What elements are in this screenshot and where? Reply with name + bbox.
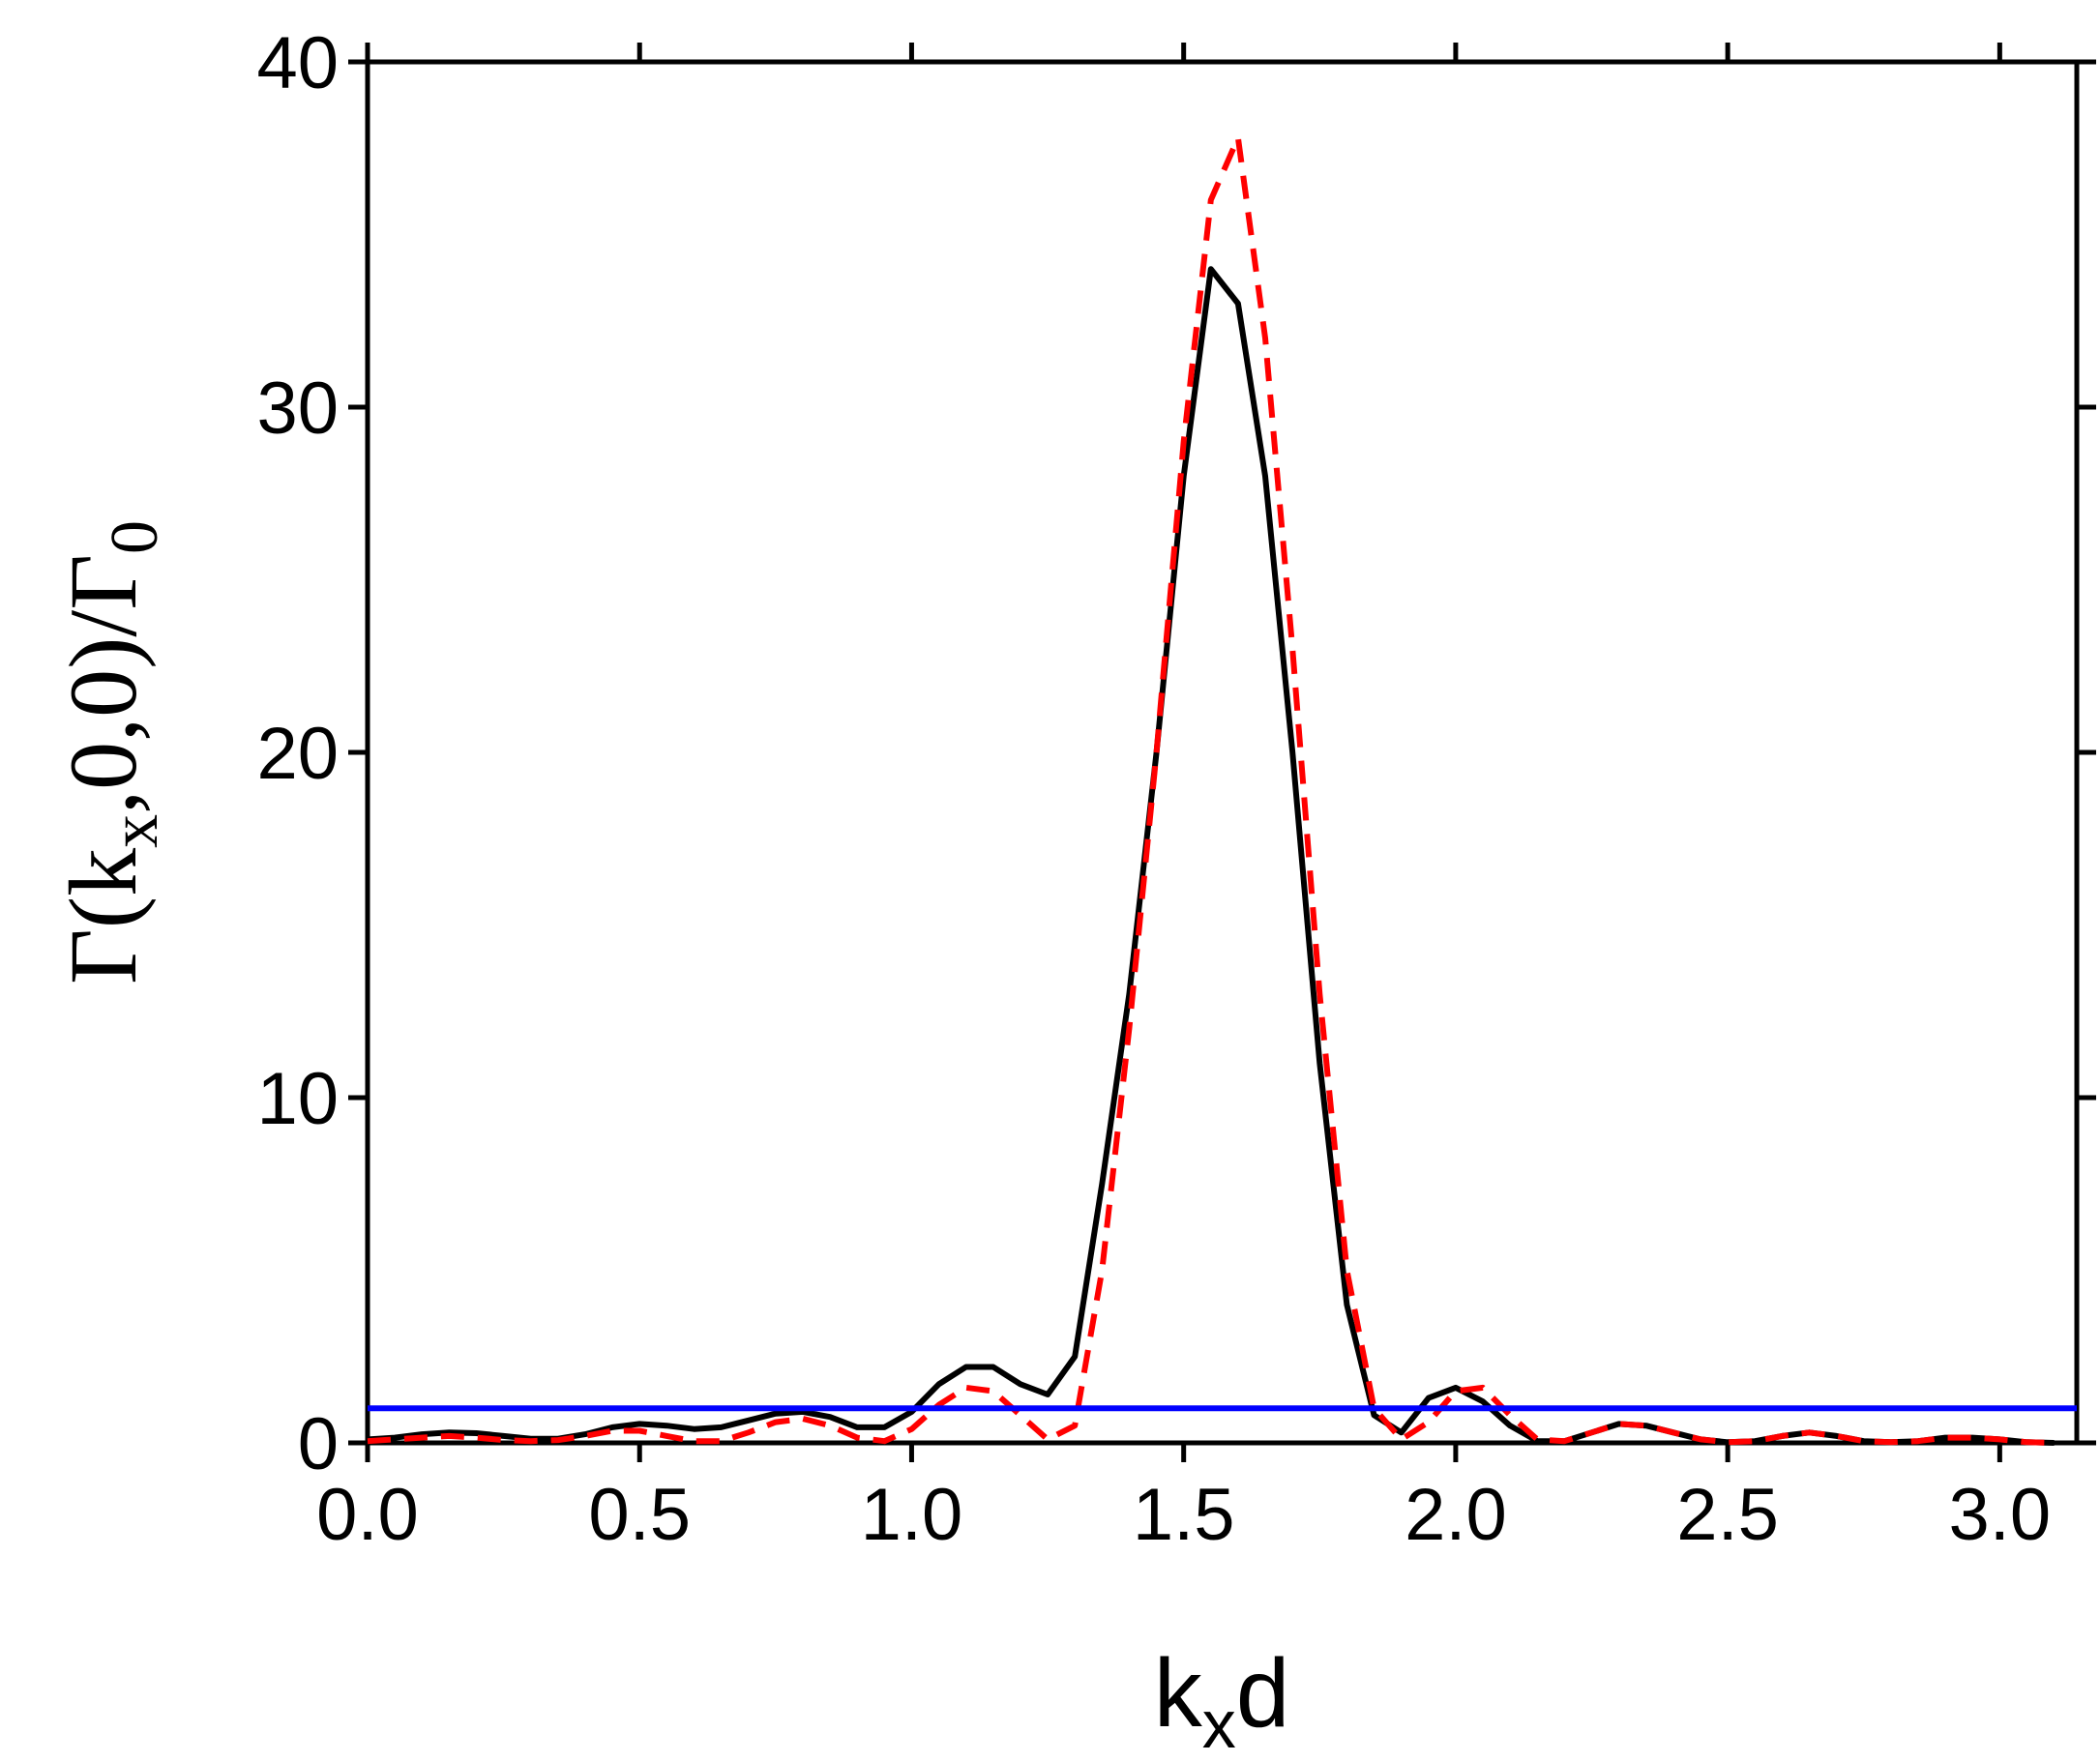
- y-title-part: ,0,0)/Γ: [49, 554, 157, 814]
- x-tick-label: 1.0: [861, 1474, 963, 1556]
- x-tick-label: 3.0: [1949, 1474, 2052, 1556]
- y-axis-title: Γ(kx,0,0)/Γ0: [49, 520, 172, 984]
- y-title-part: Γ(k: [49, 848, 157, 984]
- y-tick-label: 20: [256, 713, 339, 795]
- x-tick-label: 2.5: [1676, 1474, 1779, 1556]
- y-tick-label: 40: [256, 22, 339, 104]
- plot-frame: [365, 59, 2080, 1446]
- y-tick-label: 10: [256, 1058, 339, 1140]
- x-tick-label: 0.5: [588, 1474, 691, 1556]
- y-tick-label: 0: [298, 1403, 339, 1485]
- x-title-part: k: [1154, 1639, 1203, 1747]
- x-axis-title: kxd: [1154, 1639, 1290, 1762]
- x-title-part: d: [1236, 1639, 1290, 1747]
- series-line: [367, 134, 2055, 1446]
- y-title-sub: x: [98, 814, 172, 848]
- y-tick-label: 30: [256, 367, 339, 450]
- series-line: [367, 266, 2055, 1446]
- x-tick-label: 1.5: [1133, 1474, 1235, 1556]
- x-title-sub: x: [1202, 1687, 1236, 1762]
- x-tick-label: 2.0: [1405, 1474, 1507, 1556]
- y-title-sub: 0: [98, 520, 172, 554]
- x-tick-label: 0.0: [316, 1474, 419, 1556]
